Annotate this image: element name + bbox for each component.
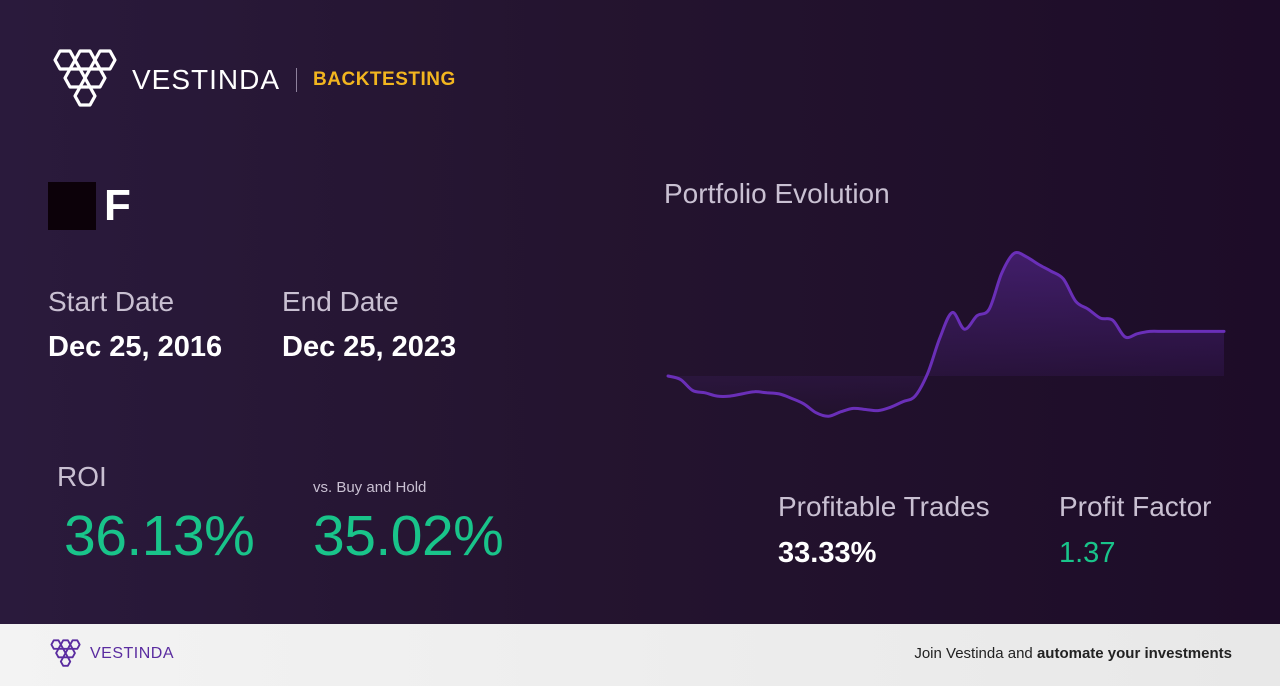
roi-value: 36.13% [64, 504, 255, 568]
chart-title: Portfolio Evolution [664, 178, 890, 209]
profit-factor-label: Profit Factor [1059, 491, 1212, 522]
footer-logo[interactable]: VESTINDA [48, 638, 174, 670]
brand-name: VESTINDA [132, 64, 281, 95]
header: VESTINDA BACKTESTING [48, 46, 456, 114]
profitable-trades-label: Profitable Trades [778, 491, 990, 522]
chart-area [668, 252, 1224, 417]
header-divider [296, 68, 298, 92]
ticker-logo [48, 182, 96, 230]
footer-cta[interactable]: Join Vestinda and automate your investme… [914, 645, 1232, 662]
backtest-card: VESTINDA BACKTESTING F Start Date Dec 25… [0, 0, 1280, 624]
vestinda-logo-icon [50, 639, 81, 667]
footer-brand-name: VESTINDA [90, 645, 175, 662]
footer-cta-prefix: Join Vestinda and [914, 645, 1037, 662]
end-date-value: Dec 25, 2023 [282, 331, 457, 363]
vestinda-logo-icon [53, 49, 117, 107]
start-date-value: Dec 25, 2016 [48, 331, 223, 363]
roi-label: ROI [57, 461, 107, 492]
chart-series-line [666, 250, 1226, 418]
footer: VESTINDA Join Vestinda and automate your… [0, 624, 1280, 686]
start-date-label: Start Date [48, 286, 175, 317]
profit-factor-value: 1.37 [1059, 537, 1116, 569]
ticker: F [48, 182, 131, 230]
section-title: BACKTESTING [313, 69, 456, 90]
vs-buy-hold-value: 35.02% [313, 504, 504, 568]
portfolio-evolution-chart [666, 250, 1226, 418]
ticker-symbol: F [104, 181, 131, 230]
footer-cta-bold: automate your investments [1036, 645, 1232, 662]
vs-buy-hold-label: vs. Buy and Hold [313, 479, 427, 496]
end-date-label: End Date [282, 286, 399, 317]
profitable-trades-value: 33.33% [778, 537, 877, 569]
